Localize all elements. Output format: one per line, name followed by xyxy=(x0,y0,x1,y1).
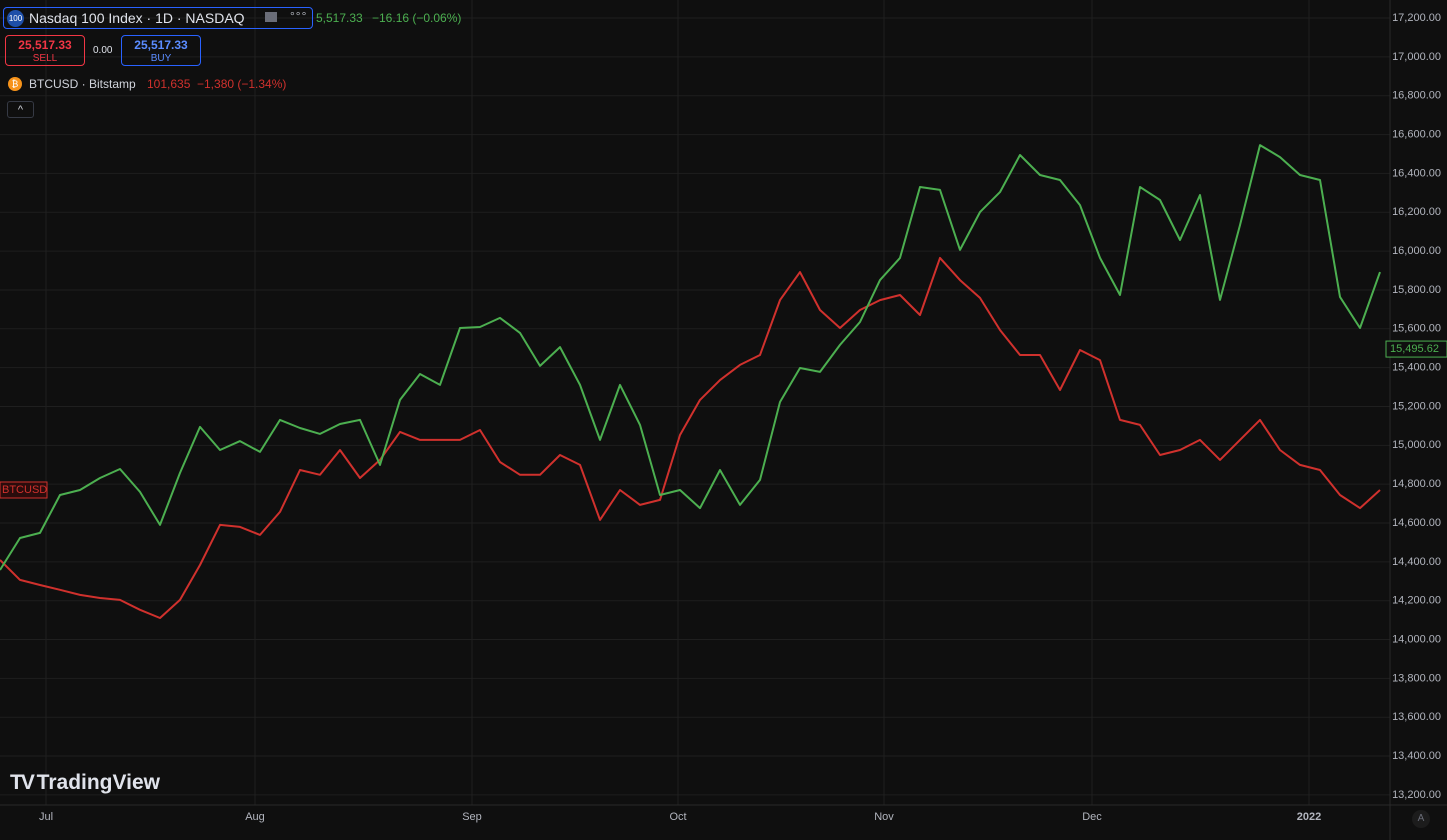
buy-price: 25,517.33 xyxy=(134,38,188,52)
logo-text: TradingView xyxy=(36,771,160,794)
y-tick-label: 17,200.00 xyxy=(1392,12,1441,24)
y-tick-label: 14,400.00 xyxy=(1392,556,1441,568)
spread: 0.00 xyxy=(93,45,113,56)
x-tick-label: Dec xyxy=(1082,811,1102,823)
y-tick-label: 16,200.00 xyxy=(1392,206,1441,218)
overlay-change: −1,380 (−1.34%) xyxy=(197,77,287,91)
y-tick-label: 16,600.00 xyxy=(1392,128,1441,140)
more-icon[interactable]: °°° xyxy=(290,9,308,23)
y-tick-label: 15,600.00 xyxy=(1392,323,1441,335)
y-tick-label: 13,200.00 xyxy=(1392,789,1441,801)
y-tick-label: 15,200.00 xyxy=(1392,400,1441,412)
y-tick-label: 15,800.00 xyxy=(1392,284,1441,296)
y-tick-label: 16,000.00 xyxy=(1392,245,1441,257)
last-price: 5,517.33 xyxy=(316,11,363,25)
sell-price: 25,517.33 xyxy=(18,38,72,52)
symbol-title[interactable]: Nasdaq 100 Index · 1D · NASDAQ xyxy=(29,10,245,26)
y-tick-label: 17,000.00 xyxy=(1392,51,1441,63)
y-tick-label: 16,400.00 xyxy=(1392,167,1441,179)
flag-icon[interactable] xyxy=(265,12,277,22)
x-tick-label: Nov xyxy=(874,811,894,823)
logo: TV TradingView xyxy=(10,771,160,795)
series-line xyxy=(0,144,1381,571)
y-tick-label: 13,600.00 xyxy=(1392,711,1441,723)
x-tick-label: 2022 xyxy=(1297,811,1321,823)
y-tick-label: 14,600.00 xyxy=(1392,517,1441,529)
series-line xyxy=(0,256,1381,619)
x-tick-label: Jul xyxy=(39,811,53,823)
btc-icon: ₿ xyxy=(8,77,22,91)
y-tick-label: 13,400.00 xyxy=(1392,750,1441,762)
sell-label: SELL xyxy=(32,53,58,64)
x-tick-label: Sep xyxy=(462,811,482,823)
y-tick-label: 14,000.00 xyxy=(1392,633,1441,645)
overlay-label-box xyxy=(0,481,48,499)
y-tick-label: 16,800.00 xyxy=(1392,90,1441,102)
last-price-box xyxy=(1385,340,1447,358)
collapse-button[interactable]: ^ xyxy=(7,101,34,118)
overlay-price: 101,635 xyxy=(147,77,191,91)
legend-box[interactable] xyxy=(3,7,313,29)
overlay-title[interactable]: BTCUSD · Bitstamp xyxy=(29,77,136,91)
sell-button[interactable]: 25,517.33 SELL xyxy=(5,35,85,66)
x-tick-label: Oct xyxy=(669,811,686,823)
auto-scale-button[interactable]: A xyxy=(1412,810,1430,828)
y-tick-label: 15,000.00 xyxy=(1392,439,1441,451)
buy-button[interactable]: 25,517.33 BUY xyxy=(121,35,201,66)
y-tick-label: 15,400.00 xyxy=(1392,362,1441,374)
y-tick-label: 13,800.00 xyxy=(1392,672,1441,684)
buy-label: BUY xyxy=(150,53,172,64)
y-tick-label: 14,200.00 xyxy=(1392,595,1441,607)
y-tick-label: 14,800.00 xyxy=(1392,478,1441,490)
price-change: −16.16 (−0.06%) xyxy=(372,11,462,25)
x-tick-label: Aug xyxy=(245,811,265,823)
last-price-label: 15,495.62 xyxy=(1390,343,1439,355)
overlay-label: BTCUSD xyxy=(2,484,47,496)
symbol-icon: 100 xyxy=(7,10,24,27)
logo-mark: TV xyxy=(10,771,37,794)
